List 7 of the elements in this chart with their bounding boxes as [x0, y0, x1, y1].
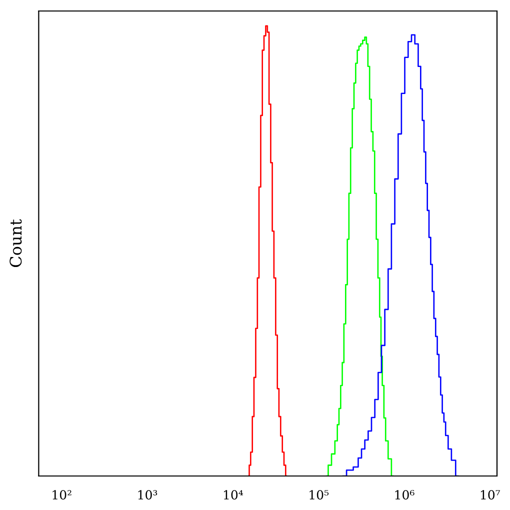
y-axis-title: Count	[10, 219, 22, 268]
x-tick-label: 10⁴	[224, 490, 244, 500]
x-tick-label: 10²	[52, 490, 72, 500]
x-tick-label: 10⁵	[310, 490, 329, 500]
x-tick-label: 10³	[138, 490, 158, 500]
x-tick-label: 10⁶	[395, 490, 414, 500]
x-tick-label: 10⁷	[480, 490, 500, 500]
